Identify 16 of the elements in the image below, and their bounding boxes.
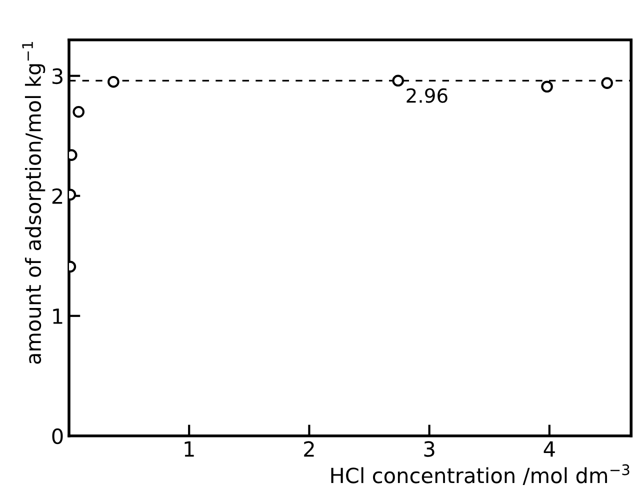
y-tick-label: 3 <box>52 68 62 84</box>
y-tick-label: 1 <box>53 308 62 324</box>
x-tick-label: 2 <box>304 441 314 457</box>
y-tick-label: 2 <box>52 188 62 204</box>
x-tick-label: 4 <box>544 441 555 457</box>
y-tick-label: 0 <box>52 428 63 444</box>
y-axis-title: amount of adsorption/mol kg$^{−1}$ <box>22 42 46 364</box>
ref-line-label: 2.96 <box>406 88 448 103</box>
x-tick-label: 3 <box>424 441 434 457</box>
point <box>108 76 120 88</box>
point <box>601 77 613 89</box>
x-axis-title: HCl concentration /mol dm$^{−3}$ <box>331 464 630 485</box>
point <box>72 106 85 118</box>
x-tick-label: 1 <box>184 441 194 457</box>
point <box>392 74 404 87</box>
point <box>541 80 553 93</box>
